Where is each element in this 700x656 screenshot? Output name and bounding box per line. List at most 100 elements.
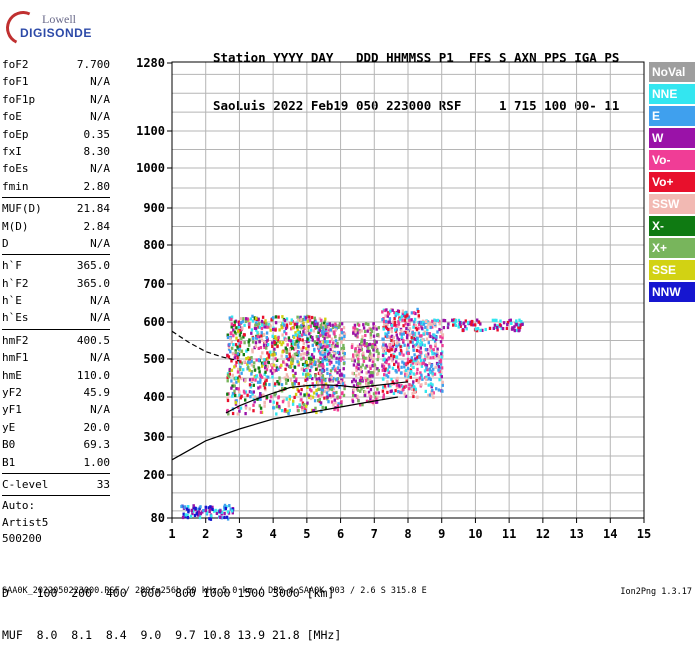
echo-point [492, 326, 495, 330]
echo-point [289, 321, 293, 325]
echo-point [296, 405, 299, 409]
echo-point [377, 351, 380, 355]
echo-point [419, 346, 422, 350]
echo-point [407, 387, 411, 391]
echo-point [321, 376, 324, 380]
echo-point [356, 354, 359, 358]
echo-point [241, 326, 244, 330]
echo-point [390, 353, 393, 357]
auto-info: Artist5 [2, 515, 49, 529]
echo-point [238, 344, 242, 348]
echo-point [357, 399, 360, 403]
echo-point [506, 323, 509, 327]
echo-point [439, 373, 442, 377]
echo-point [398, 390, 402, 394]
echo-point [435, 350, 439, 354]
echo-point [192, 504, 195, 508]
echo-point [306, 350, 309, 354]
echo-point [260, 361, 264, 365]
echo-point [393, 317, 396, 321]
echo-point [459, 324, 462, 328]
echo-point [194, 506, 197, 510]
echo-point [279, 365, 282, 369]
echo-point [395, 360, 398, 364]
echo-point [326, 388, 329, 392]
echo-point [259, 392, 262, 396]
echo-point [321, 326, 324, 330]
echo-point [375, 397, 378, 401]
echo-point [360, 370, 363, 374]
echo-point [321, 357, 325, 361]
echo-point [285, 373, 289, 377]
echo-point [408, 383, 411, 387]
echo-point [284, 378, 288, 382]
echo-point [419, 338, 423, 342]
echo-point [321, 350, 324, 354]
x-tick-label: 14 [603, 527, 617, 541]
echo-point [388, 343, 391, 347]
param-value: 2.80 [83, 179, 111, 193]
param-row: hmF1 N/A [2, 349, 110, 366]
echo-point [406, 357, 410, 361]
echo-point [272, 350, 276, 354]
echo-point [352, 384, 356, 388]
echo-point [240, 394, 243, 398]
echo-point [351, 380, 354, 384]
echo-point [436, 330, 439, 334]
echo-point [381, 368, 384, 372]
echo-point [327, 393, 330, 397]
echo-point [369, 373, 372, 377]
echo-point [298, 403, 301, 407]
echo-point [435, 335, 438, 339]
echo-point [231, 324, 235, 328]
echo-point [318, 399, 321, 403]
echo-point [442, 326, 445, 330]
echo-point [481, 328, 484, 332]
echo-point [297, 409, 300, 413]
echo-point [195, 512, 198, 516]
echo-point [250, 328, 254, 332]
echo-point [416, 395, 419, 399]
echo-point [193, 513, 197, 517]
param-key: foF1 [2, 75, 29, 89]
echo-point [292, 399, 295, 403]
echo-point [410, 370, 413, 374]
echo-point [443, 319, 447, 323]
echo-point [495, 324, 499, 328]
echo-point [293, 355, 296, 360]
echo-point [320, 325, 323, 330]
echo-point [386, 380, 389, 384]
echo-point [342, 374, 346, 378]
echo-point [231, 373, 234, 377]
echo-point [211, 507, 214, 511]
echo-point [237, 367, 240, 371]
echo-point [317, 387, 321, 391]
echo-point [336, 351, 340, 355]
echo-point [384, 386, 387, 390]
echo-point [299, 392, 302, 396]
echo-point [517, 329, 520, 333]
echo-point [223, 503, 227, 507]
echo-point [406, 361, 409, 365]
echo-point [442, 318, 445, 322]
echo-point [407, 322, 410, 327]
echo-point [250, 356, 253, 360]
echo-point [321, 359, 324, 363]
echo-point [440, 375, 443, 379]
echo-point [305, 369, 308, 373]
echo-point [246, 393, 249, 397]
echo-point [451, 318, 454, 322]
echo-point [226, 398, 230, 403]
echo-point [299, 315, 302, 319]
echo-point [284, 367, 287, 371]
echo-point [227, 347, 231, 351]
echo-point [254, 323, 257, 327]
echo-point [237, 320, 240, 324]
echo-point [273, 353, 276, 357]
echo-point [231, 391, 235, 396]
echo-point [414, 326, 418, 330]
echo-point [376, 395, 379, 399]
echo-point [420, 375, 423, 379]
echo-point [354, 329, 357, 333]
echo-point [334, 322, 337, 326]
